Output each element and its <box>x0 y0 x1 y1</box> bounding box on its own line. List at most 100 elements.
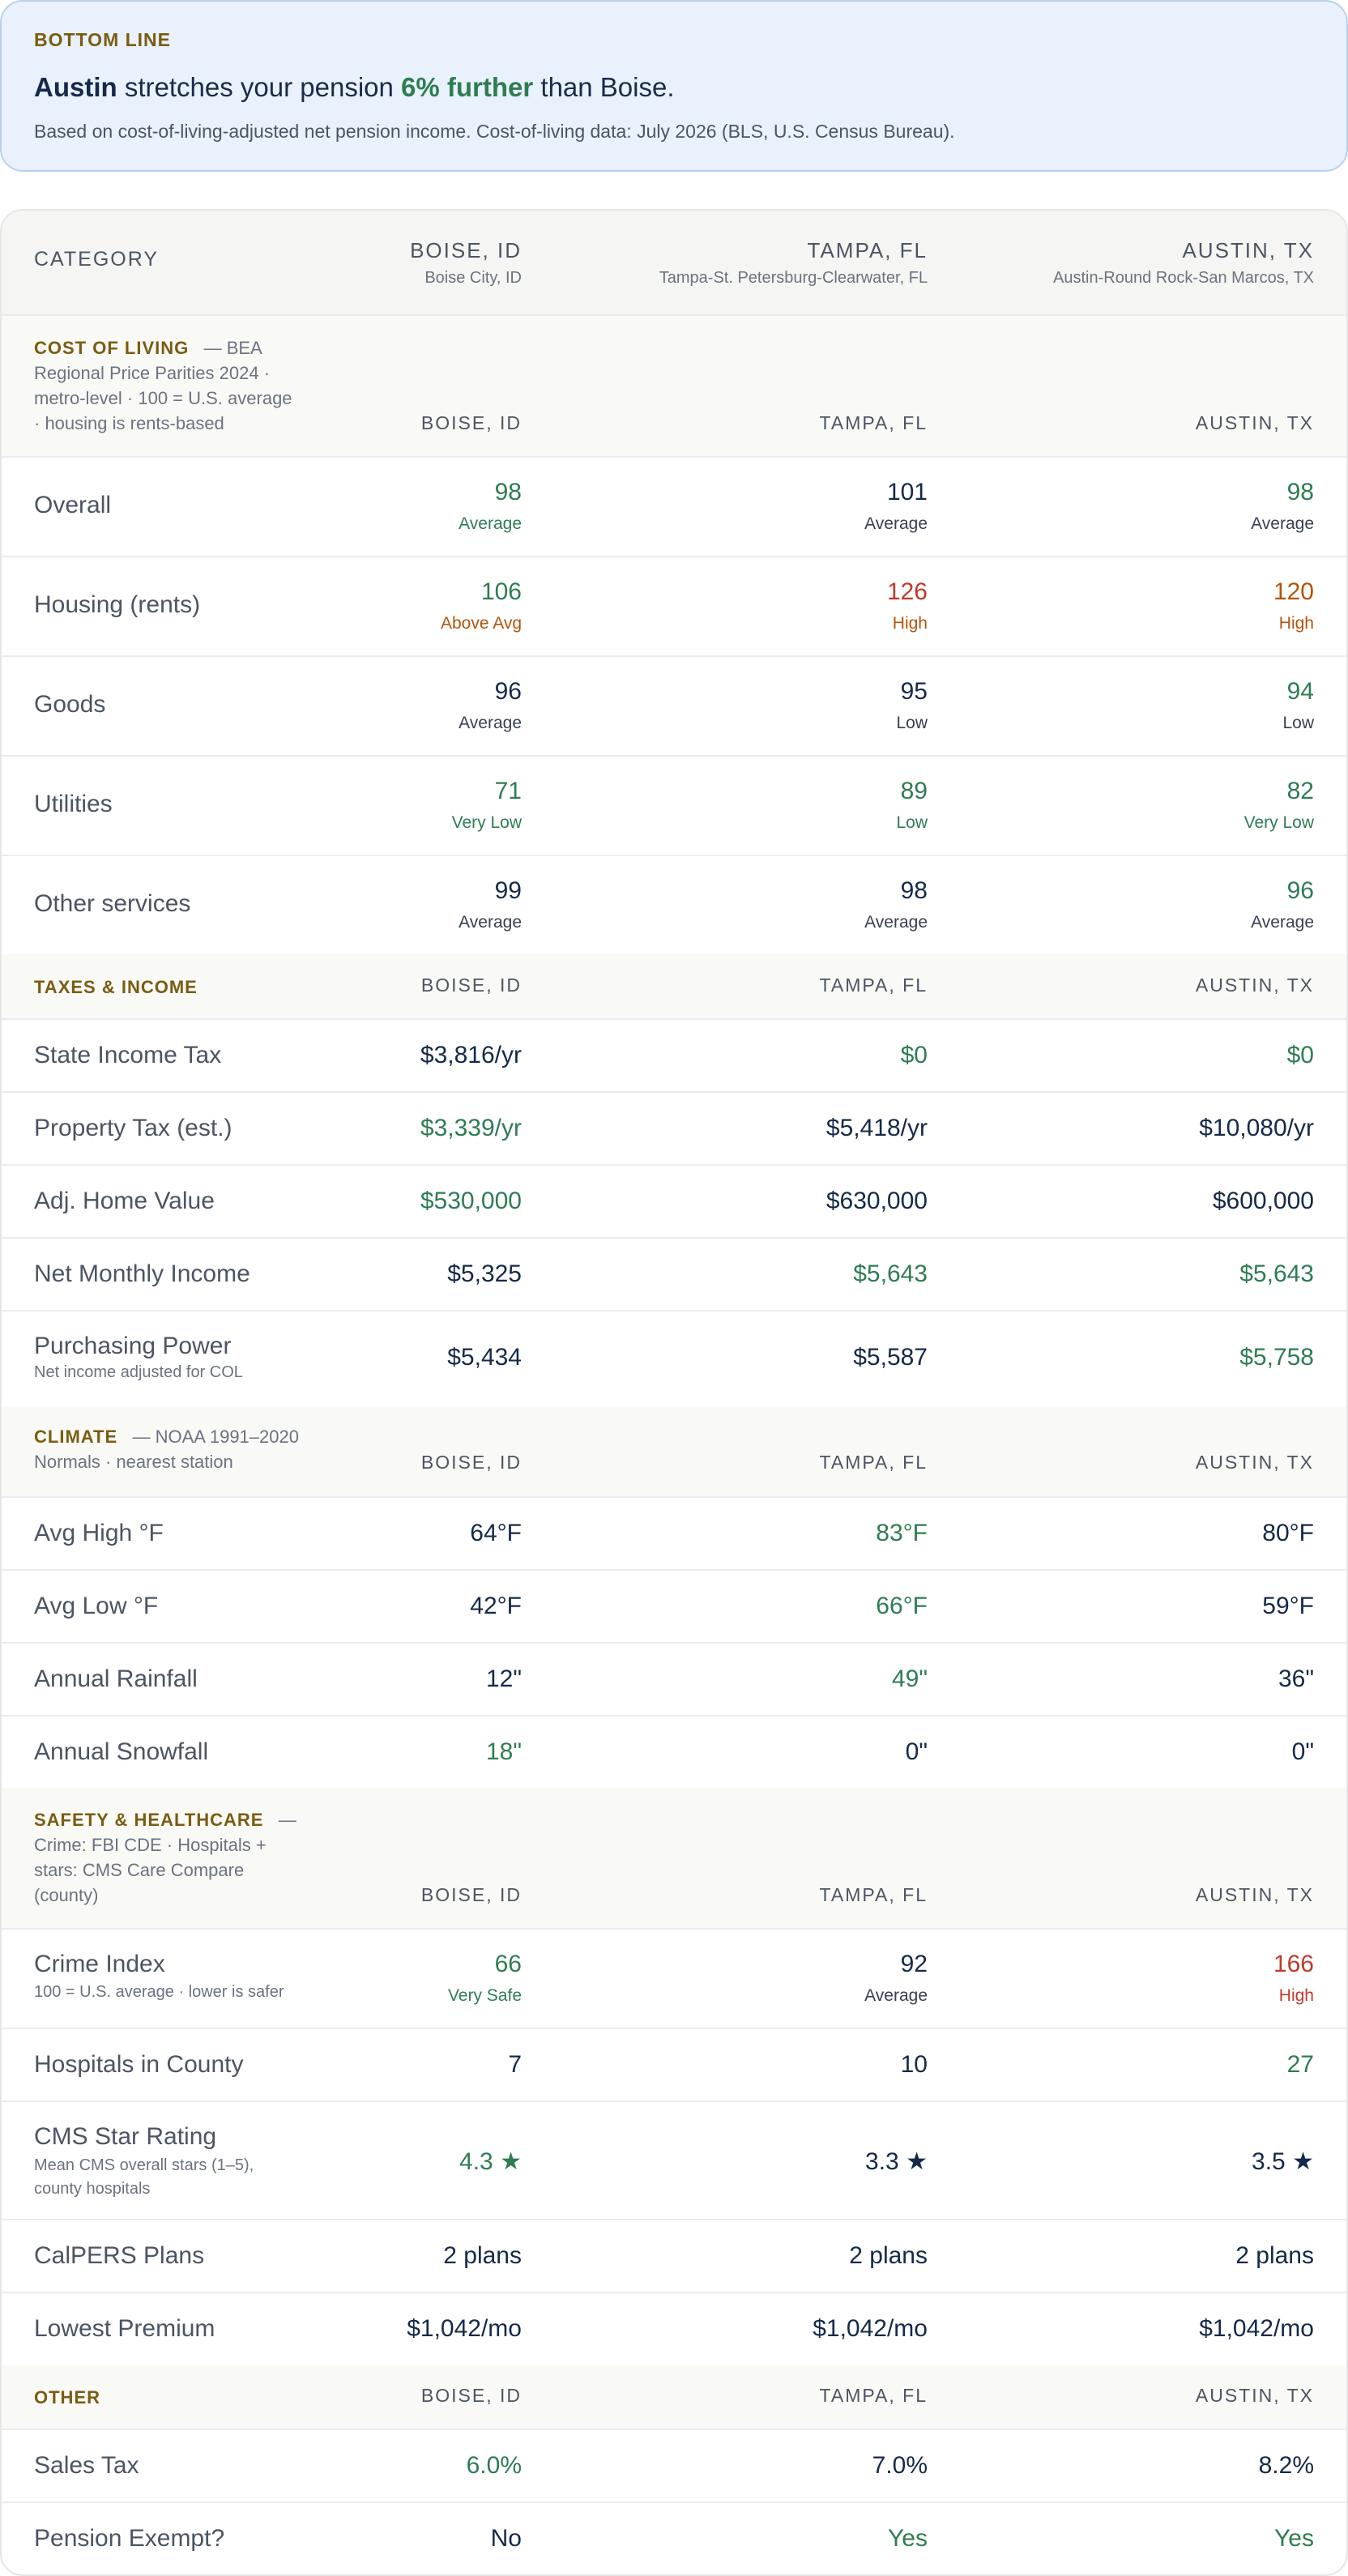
column-header-metro-3: Austin-Round Rock-San Marcos, TX <box>1053 269 1314 287</box>
table-row-crime-index: Crime Index 100 = U.S. average · lower i… <box>2 1930 1346 2029</box>
cell-value: 6.0% <box>466 2452 522 2479</box>
cell-value: 101 <box>886 479 928 505</box>
bottom-line-subtext: Based on cost-of-living-adjusted net pen… <box>34 121 955 142</box>
column-header-city-3: AUSTIN, TX <box>1182 238 1314 262</box>
cell-value: Yes <box>888 2525 928 2552</box>
section-source: — NOAA 1991–2020 <box>132 1427 299 1447</box>
section-city-label: AUSTIN, TX <box>1195 1884 1314 1905</box>
column-header-city-2: TAMPA, FL <box>807 238 928 262</box>
table-row-cms-stars: CMS Star Rating Mean CMS overall stars (… <box>2 2102 1346 2220</box>
section-city-label: TAMPA, FL <box>819 975 928 996</box>
cell-value: $5,643 <box>853 1260 928 1287</box>
column-header-metro-2: Tampa-St. Petersburg-Clearwater, FL <box>659 269 928 287</box>
cell-value: 2 plans <box>443 2242 522 2269</box>
section-source: — BEA <box>203 338 262 358</box>
section-description: CLIMATE — NOAA 1991–2020 Normals · neare… <box>34 1424 326 1474</box>
cell-value: 49" <box>891 1665 928 1692</box>
cell-tier: Low <box>1282 714 1314 732</box>
cell-value: $630,000 <box>825 1188 928 1214</box>
section-description: COST OF LIVING — BEA Regional Price Pari… <box>34 335 309 436</box>
cell-value: $5,418/yr <box>825 1115 928 1141</box>
section-city-label: TAMPA, FL <box>819 412 928 433</box>
section-city-label: TAMPA, FL <box>819 2385 928 2406</box>
star-rating-value: 4.3 <box>459 2148 493 2175</box>
table-row-overall: Overall 98 Average 101 Average 98 Averag… <box>2 458 1346 557</box>
table-row-rainfall: Annual Rainfall 12" 49" 36" <box>2 1644 1346 1717</box>
cell-value: $5,758 <box>1239 1344 1314 1371</box>
cell-tier: Average <box>1251 913 1314 932</box>
row-label: Annual Rainfall <box>34 1665 198 1692</box>
section-title: COST OF LIVING <box>34 338 190 358</box>
cell-tier: Very Safe <box>447 1986 522 2005</box>
table-row-hospitals: Hospitals in County 7 10 27 <box>2 2029 1346 2102</box>
row-sublabel: Mean CMS overall stars (1–5), county hos… <box>34 2154 254 2201</box>
table-row-state-income-tax: State Income Tax $3,816/yr $0 $0 <box>2 1020 1346 1093</box>
section-source: · housing is rents-based <box>34 413 224 433</box>
row-label: Crime Index <box>34 1951 165 1977</box>
cell-tier: Average <box>864 1986 928 2005</box>
cell-value: 94 <box>1286 678 1314 705</box>
cell-value: $600,000 <box>1212 1188 1314 1214</box>
cell-value: 126 <box>886 578 928 605</box>
cell-value: 92 <box>900 1951 928 1977</box>
section-city-label: AUSTIN, TX <box>1195 412 1314 433</box>
cell-value: 0" <box>905 1738 928 1765</box>
star-icon: ★ <box>1292 2148 1314 2175</box>
cell-tier: Low <box>896 714 928 732</box>
cell-tier: Average <box>459 714 522 732</box>
row-label: CMS Star Rating <box>34 2123 217 2150</box>
section-header-cost-of-living: COST OF LIVING — BEA Regional Price Pari… <box>2 316 1346 458</box>
row-label: Pension Exempt? <box>34 2525 225 2552</box>
row-label: Housing (rents) <box>34 591 201 618</box>
row-label: Purchasing Power <box>34 1333 232 1359</box>
cell-value: 12" <box>485 1665 522 1692</box>
table-row-home-value: Adj. Home Value $530,000 $630,000 $600,0… <box>2 1166 1346 1239</box>
star-rating-value: 3.3 <box>865 2148 899 2175</box>
table-row-lowest-premium: Lowest Premium $1,042/mo $1,042/mo $1,04… <box>2 2293 1346 2365</box>
section-city-label: TAMPA, FL <box>819 1884 928 1905</box>
cell-tier: Very Low <box>1243 813 1314 832</box>
cell-value: 83°F <box>876 1520 928 1546</box>
row-label: Avg High °F <box>34 1520 164 1546</box>
section-header-other: OTHER BOISE, ID TAMPA, FL AUSTIN, TX <box>2 2365 1346 2430</box>
section-city-label: BOISE, ID <box>420 975 522 996</box>
cell-value: 7 <box>508 2051 522 2078</box>
row-label: Adj. Home Value <box>34 1188 215 1214</box>
section-city-label: BOISE, ID <box>420 412 522 433</box>
cell-value: 98 <box>1286 479 1314 505</box>
section-city-label: BOISE, ID <box>420 1452 522 1473</box>
section-title: SAFETY & HEALTHCARE <box>34 1810 264 1830</box>
cell-tier: High <box>1278 1986 1314 2005</box>
cell-value: 7.0% <box>872 2452 928 2479</box>
cell-value: 66°F <box>876 1593 928 1619</box>
column-header-category: CATEGORY <box>34 248 159 271</box>
section-source: (county) <box>34 1885 99 1905</box>
section-title: TAXES & INCOME <box>34 977 198 997</box>
cell-tier: Very Low <box>451 813 522 832</box>
table-row-goods: Goods 96 Average 95 Low 94 Low <box>2 657 1346 757</box>
row-label: State Income Tax <box>34 1042 222 1068</box>
cell-value: $5,587 <box>853 1344 928 1371</box>
cell-value: $530,000 <box>420 1188 522 1214</box>
cell-value: $3,339/yr <box>420 1115 522 1141</box>
star-icon: ★ <box>500 2148 522 2175</box>
row-sublabel: 100 = U.S. average · lower is safer <box>34 1983 284 2001</box>
row-label: Annual Snowfall <box>34 1738 209 1765</box>
cell-value: 2 plans <box>849 2242 928 2269</box>
section-header-taxes-income: TAXES & INCOME BOISE, ID TAMPA, FL AUSTI… <box>2 954 1346 1020</box>
cell-value: 10 <box>900 2051 928 2078</box>
table-row-net-income: Net Monthly Income $5,325 $5,643 $5,643 <box>2 1239 1346 1311</box>
cell-tier: Average <box>459 913 522 932</box>
section-source: metro-level · 100 = U.S. average <box>34 388 292 408</box>
cell-value: $1,042/mo <box>407 2315 522 2342</box>
table-row-purchasing-power: Purchasing Power Net income adjusted for… <box>2 1311 1346 1406</box>
cell-value: 8.2% <box>1258 2452 1314 2479</box>
cell-value: 71 <box>494 778 522 804</box>
section-source: Regional Price Parities 2024 · <box>34 363 271 383</box>
section-source: Normals · nearest station <box>34 1452 233 1472</box>
cell-tier: High <box>1278 614 1314 633</box>
table-row-other-services: Other services 99 Average 98 Average 96 … <box>2 856 1346 954</box>
cell-value: 66 <box>494 1951 522 1977</box>
cell-tier: Average <box>864 514 928 533</box>
table-header: CATEGORY BOISE, ID Boise City, ID TAMPA,… <box>2 211 1346 316</box>
